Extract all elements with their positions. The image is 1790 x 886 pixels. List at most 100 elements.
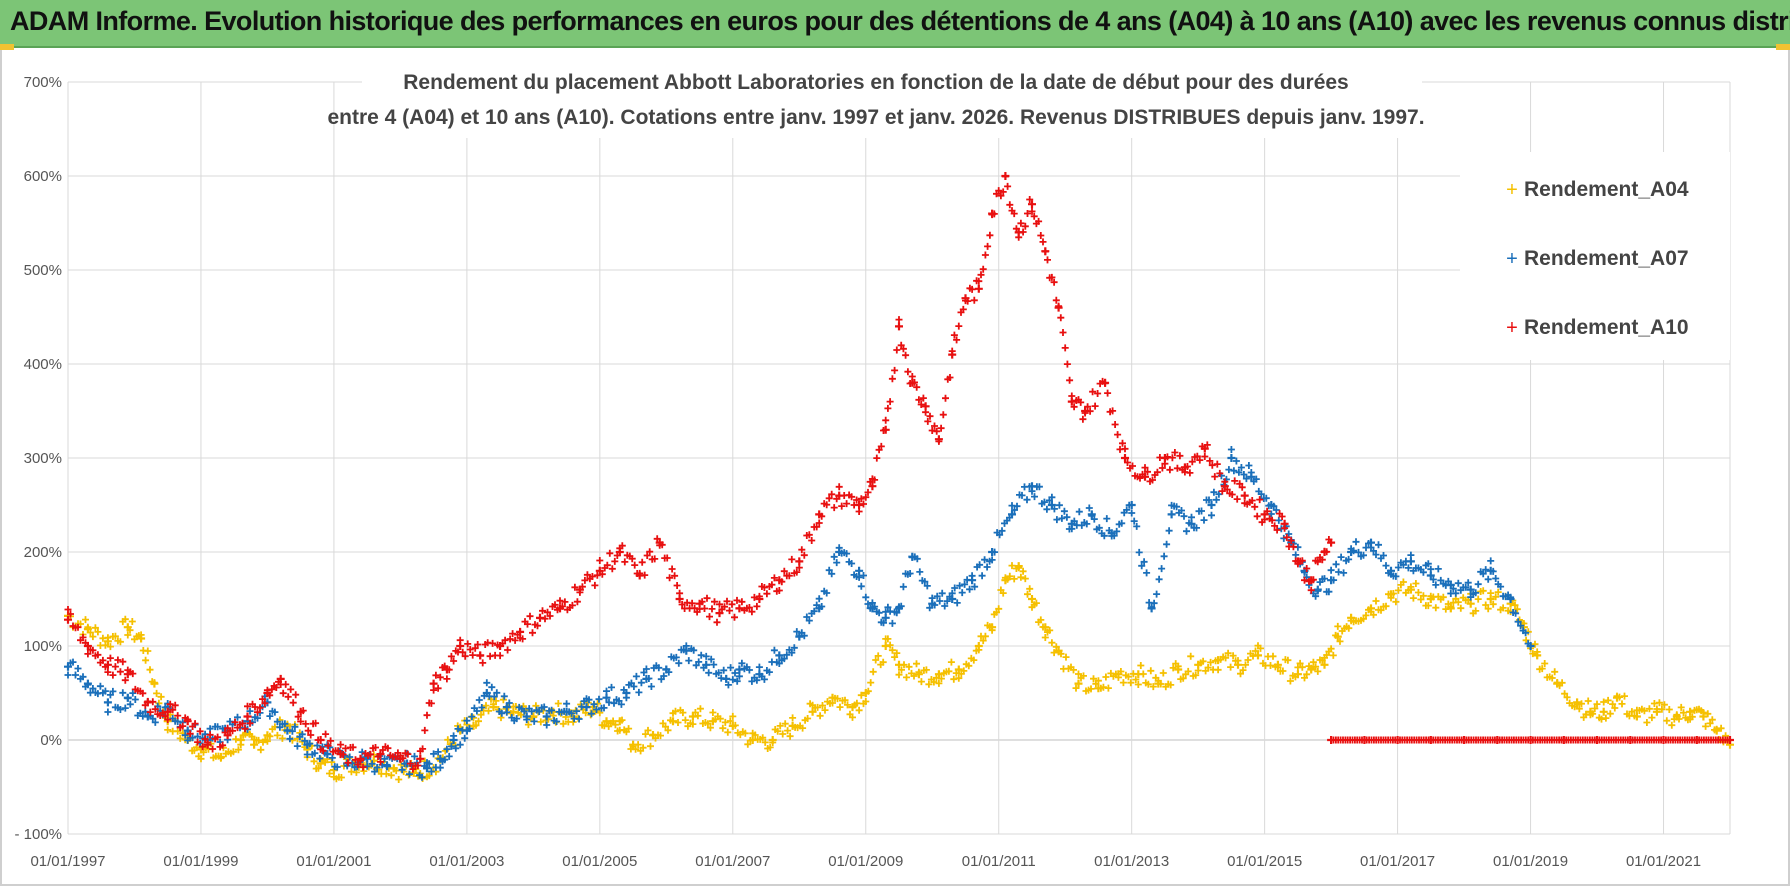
- scatter-point-a10: [506, 635, 514, 643]
- data-point-a04: [1446, 604, 1455, 613]
- scatter-point-a10: [666, 574, 674, 582]
- scatter-point-a04: [903, 673, 910, 681]
- y-tick-label: 600%: [24, 168, 62, 185]
- scatter-point-a07: [647, 683, 655, 690]
- scatter-point-a10: [853, 496, 861, 504]
- data-point-a04: [1214, 656, 1223, 665]
- scatter-point-a07: [1237, 464, 1245, 471]
- data-point-a10: [595, 566, 604, 575]
- scatter-point-a10: [886, 398, 894, 406]
- scatter-point-a10: [64, 606, 72, 613]
- scatter-point-a07: [1058, 514, 1066, 522]
- scatter-point-a04: [751, 731, 759, 739]
- scatter-point-a07: [660, 672, 668, 680]
- scatter-point-a07: [1155, 575, 1163, 583]
- scatter-point-a07: [1158, 565, 1166, 573]
- data-point-a04: [137, 634, 146, 643]
- scatter-point-a07: [425, 760, 433, 768]
- data-point-a04: [669, 717, 677, 726]
- scatter-point-a04: [917, 678, 925, 686]
- data-point-a10: [476, 651, 485, 660]
- data-point-a07: [682, 646, 691, 655]
- scatter-point-a07: [456, 741, 464, 749]
- scatter-point-a07: [705, 669, 713, 677]
- data-point-a07: [775, 651, 784, 660]
- scatter-point-a10: [970, 296, 978, 304]
- scatter-point-a10: [272, 684, 280, 691]
- data-point-a10: [655, 538, 664, 547]
- scatter-point-a07: [961, 580, 969, 588]
- x-tick-label: 01/01/2001: [296, 853, 371, 870]
- data-point-a04: [954, 665, 963, 674]
- data-point-a07: [722, 674, 731, 683]
- scatter-point-a10: [1301, 576, 1308, 584]
- scatter-point-a04: [1489, 600, 1497, 608]
- scatter-point-a04: [554, 700, 562, 707]
- scatter-point-a07: [64, 671, 72, 679]
- scatter-point-a04: [995, 605, 1003, 613]
- scatter-point-a07: [943, 597, 951, 605]
- scatter-point-a04: [1511, 601, 1519, 609]
- scatter-point-a10: [995, 187, 1003, 195]
- scatter-point-a07: [254, 714, 261, 722]
- scatter-point-a07: [368, 760, 376, 768]
- scatter-point-a10: [174, 712, 182, 720]
- scatter-point-a04: [1541, 660, 1549, 667]
- data-point-a10: [263, 689, 272, 697]
- scatter-point-a07: [1128, 509, 1136, 517]
- scatter-point-a10: [731, 613, 738, 621]
- scatter-point-a04: [774, 727, 782, 735]
- scatter-point-a10: [322, 730, 330, 738]
- scatter-point-a10: [825, 494, 833, 502]
- scatter-point-a10: [668, 565, 676, 573]
- scatter-point-a04: [121, 615, 129, 623]
- scatter-point-a07: [1180, 512, 1188, 520]
- scatter-point-a04: [1602, 714, 1610, 722]
- scatter-point-a10: [337, 741, 345, 749]
- scatter-point-a10: [164, 716, 172, 724]
- data-point-a07: [1313, 585, 1322, 594]
- data-point-a10: [1260, 510, 1269, 519]
- scatter-point-a04: [1655, 699, 1663, 707]
- scatter-point-a07: [427, 768, 435, 775]
- scatter-point-a07: [630, 683, 638, 690]
- scatter-point-a04: [1604, 696, 1612, 704]
- y-tick-label: 100%: [24, 638, 62, 655]
- scatter-point-a10: [461, 652, 469, 660]
- scatter-point-a04: [1026, 585, 1034, 593]
- scatter-point-a10: [937, 424, 945, 432]
- data-point-a04: [1406, 585, 1415, 594]
- scatter-point-a04: [965, 662, 973, 670]
- scatter-point-a10: [1289, 543, 1297, 551]
- scatter-point-a10: [581, 576, 589, 584]
- scatter-point-a10: [1017, 219, 1025, 227]
- scatter-point-a10: [209, 745, 217, 753]
- scatter-point-a07: [89, 685, 97, 692]
- scatter-point-a04: [872, 656, 880, 664]
- scatter-point-a10: [1238, 483, 1246, 491]
- scatter-point-a07: [1512, 609, 1520, 617]
- scatter-point-a04: [709, 709, 717, 716]
- data-point-a10: [974, 284, 983, 293]
- scatter-point-a04: [947, 658, 955, 666]
- scatter-point-a07: [1479, 570, 1487, 578]
- scatter-point-a04: [1531, 640, 1539, 648]
- scatter-point-a04: [1424, 602, 1432, 610]
- scatter-point-a04: [128, 618, 136, 625]
- scatter-point-a04: [1336, 637, 1344, 645]
- scatter-point-a04: [950, 675, 958, 683]
- scatter-point-a10: [344, 759, 352, 767]
- scatter-point-a04: [841, 696, 849, 704]
- data-point-a10: [556, 604, 564, 613]
- scatter-point-a07: [745, 666, 753, 674]
- scatter-point-a04: [1239, 666, 1247, 674]
- scatter-point-a04: [1414, 589, 1422, 596]
- scatter-point-a10: [1176, 452, 1184, 460]
- scatter-point-a04: [888, 646, 896, 654]
- scatter-point-a04: [1102, 673, 1110, 681]
- scatter-point-a04: [1303, 670, 1311, 678]
- scatter-point-a07: [893, 609, 901, 617]
- scatter-point-a04: [999, 589, 1007, 597]
- scatter-point-a10: [479, 659, 487, 667]
- scatter-point-a04: [716, 715, 724, 723]
